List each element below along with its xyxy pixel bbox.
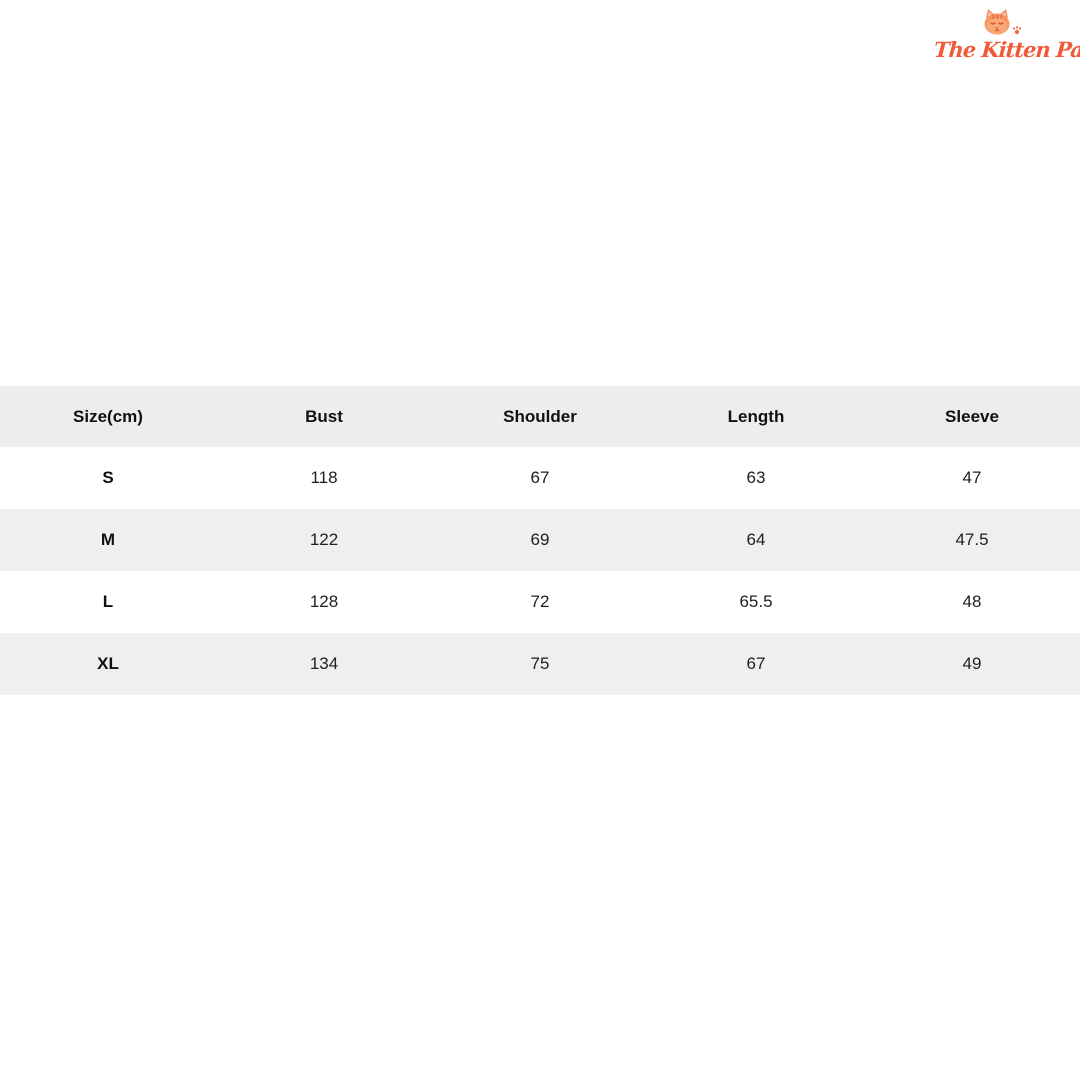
shoulder-cell: 75	[530, 654, 550, 673]
column-header-shoulder: Shoulder	[503, 406, 577, 426]
size-cell: M	[100, 530, 116, 549]
shoulder-cell: 69	[530, 530, 550, 549]
shoulder-cell: 72	[530, 592, 550, 611]
length-cell: 63	[746, 468, 766, 487]
length-cell: 65.5	[739, 592, 773, 611]
column-header-bust: Bust	[305, 406, 343, 426]
bust-cell: 128	[309, 592, 339, 611]
size-cell: L	[102, 592, 114, 611]
bust-cell: 122	[309, 530, 339, 549]
brand-logo: The Kitten Park	[933, 8, 1080, 62]
size-chart-table: Size(cm) Bust Shoulder Length Sleeve S 1…	[0, 386, 1080, 695]
table-row: L 128 72 65.5 48	[0, 571, 1080, 633]
length-cell: 67	[746, 654, 766, 673]
table-row: S 118 67 63 47	[0, 447, 1080, 509]
length-cell: 64	[746, 530, 766, 549]
size-cell: XL	[97, 654, 119, 673]
column-header-sleeve: Sleeve	[945, 406, 999, 426]
bust-cell: 118	[310, 468, 338, 487]
table-row: XL 134 75 67 49	[0, 633, 1080, 695]
size-cell: S	[102, 468, 114, 487]
sleeve-cell: 47.5	[955, 530, 989, 549]
sleeve-cell: 48	[962, 592, 982, 611]
shoulder-cell: 67	[530, 468, 550, 487]
column-header-length: Length	[727, 406, 785, 426]
brand-name: The Kitten Park	[933, 37, 1080, 62]
column-header-size: Size(cm)	[73, 406, 143, 426]
sleeve-cell: 49	[962, 654, 982, 673]
bust-cell: 134	[309, 654, 339, 673]
kitten-face-icon	[934, 8, 1064, 38]
sleeve-cell: 47	[962, 468, 982, 487]
table-row: M 122 69 64 47.5	[0, 509, 1080, 571]
table-header-row: Size(cm) Bust Shoulder Length Sleeve	[0, 386, 1080, 447]
